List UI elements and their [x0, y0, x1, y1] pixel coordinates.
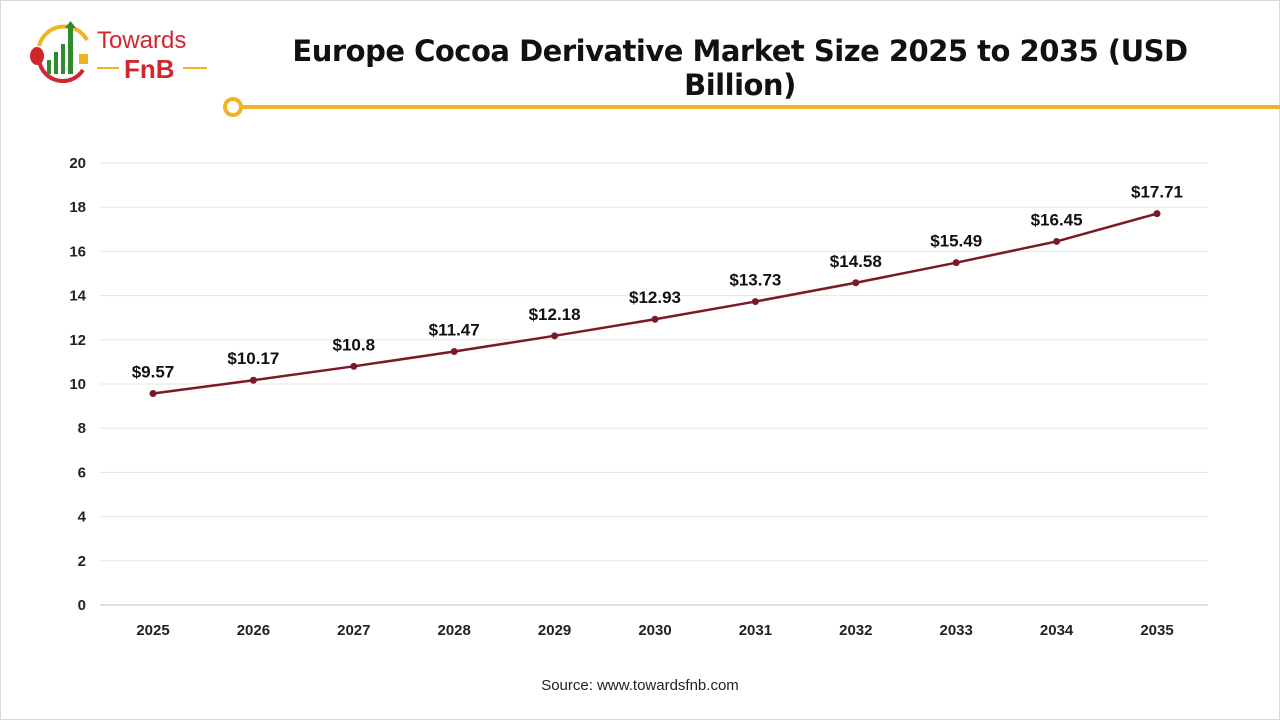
x-tick-label: 2030: [638, 622, 671, 639]
x-tick-label: 2028: [438, 622, 471, 639]
data-point: [651, 315, 659, 323]
y-tick-label: 8: [78, 420, 86, 437]
towards-fnb-logo: Towards FnB: [30, 21, 207, 84]
source-note: Source: www.towardsfnb.com: [541, 677, 739, 694]
y-tick-label: 4: [78, 509, 87, 526]
data-label: $14.58: [830, 252, 882, 271]
data-point: [751, 298, 759, 306]
data-point: [1153, 210, 1161, 218]
data-label: $16.45: [1031, 210, 1083, 229]
data-label: $10.17: [227, 349, 279, 368]
data-label: $11.47: [429, 321, 480, 340]
y-tick-label: 6: [78, 464, 86, 481]
data-point: [852, 279, 860, 287]
data-point: [350, 362, 358, 370]
y-tick-label: 14: [69, 288, 86, 305]
y-tick-label: 18: [69, 199, 86, 216]
x-tick-label: 2025: [136, 622, 169, 639]
x-tick-label: 2033: [940, 622, 973, 639]
data-label: $10.8: [333, 335, 376, 354]
data-point: [149, 390, 157, 398]
data-label: $9.57: [132, 363, 175, 382]
y-tick-label: 0: [78, 597, 86, 614]
data-label: $17.71: [1131, 183, 1183, 202]
y-tick-label: 2: [78, 553, 86, 570]
y-tick-label: 12: [69, 332, 86, 349]
data-label: $15.49: [930, 232, 982, 251]
x-tick-label: 2032: [839, 622, 872, 639]
x-tick-label: 2035: [1140, 622, 1173, 639]
y-tick-label: 16: [69, 243, 86, 260]
x-tick-label: 2029: [538, 622, 571, 639]
chart-title: Europe Cocoa Derivative Market Size 2025…: [292, 34, 1188, 102]
data-label: $13.73: [729, 271, 781, 290]
data-point: [450, 348, 458, 356]
x-tick-label: 2026: [237, 622, 270, 639]
x-tick-label: 2027: [337, 622, 370, 639]
y-tick-label: 10: [69, 376, 86, 393]
data-label: $12.93: [629, 288, 681, 307]
data-point: [551, 332, 559, 340]
logo-text-towards: Towards: [97, 27, 186, 54]
x-tick-label: 2034: [1040, 622, 1074, 639]
data-point: [249, 376, 257, 384]
x-tick-label: 2031: [739, 622, 772, 639]
y-tick-label: 20: [69, 155, 86, 172]
data-point: [1053, 237, 1061, 245]
logo-text-fnb: FnB: [124, 54, 175, 84]
data-point: [952, 259, 960, 267]
data-label: $12.18: [529, 305, 581, 324]
